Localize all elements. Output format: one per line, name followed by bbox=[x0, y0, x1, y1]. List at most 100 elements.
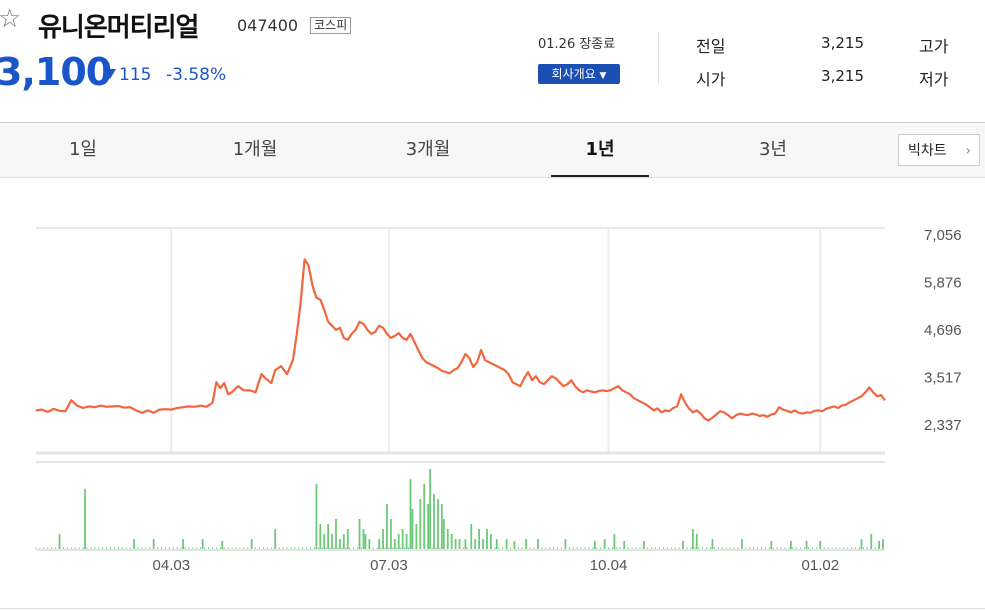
volume-bars bbox=[35, 469, 884, 549]
volume-bar-min bbox=[459, 547, 461, 549]
volume-bar-min bbox=[659, 547, 661, 549]
current-price: 3,100 bbox=[0, 50, 112, 94]
volume-bar-min bbox=[55, 547, 57, 549]
volume-bar bbox=[133, 539, 135, 549]
volume-bar-min bbox=[219, 547, 221, 549]
volume-bar-min bbox=[141, 547, 143, 549]
volume-bar bbox=[478, 529, 481, 549]
high-label: 고가 bbox=[919, 37, 949, 56]
tab-1month[interactable]: 1개월 bbox=[232, 139, 278, 160]
volume-bar-min bbox=[439, 547, 441, 549]
volume-bar-min bbox=[800, 547, 802, 549]
tab-1day[interactable]: 1일 bbox=[68, 139, 97, 160]
x-tick-label: 04.03 bbox=[153, 557, 191, 574]
volume-bar-min bbox=[447, 547, 449, 549]
volume-bar-min bbox=[43, 547, 45, 549]
y-tick-label: 3,517 bbox=[924, 369, 962, 386]
volume-bar-min bbox=[611, 547, 613, 549]
volume-bar-min bbox=[808, 547, 810, 549]
volume-bar-min bbox=[831, 547, 833, 549]
volume-bar-min bbox=[310, 547, 312, 549]
volume-bar-min bbox=[372, 547, 374, 549]
volume-bar-min bbox=[757, 547, 759, 549]
market-status: 01.26 장종료 bbox=[538, 37, 616, 52]
volume-bar bbox=[362, 529, 365, 549]
volume-bar-min bbox=[321, 547, 323, 549]
volume-bar-min bbox=[278, 547, 280, 549]
volume-bar-min bbox=[266, 547, 268, 549]
volume-bar-min bbox=[223, 547, 225, 549]
volume-bar-min bbox=[427, 547, 429, 549]
volume-bar-min bbox=[851, 547, 853, 549]
volume-bar-min bbox=[560, 547, 562, 549]
volume-bar-min bbox=[168, 547, 170, 549]
volume-bar-min bbox=[604, 547, 606, 549]
tab-3month[interactable]: 3개월 bbox=[405, 139, 451, 160]
volume-bar-min bbox=[239, 547, 241, 549]
volume-bar bbox=[274, 529, 277, 549]
volume-bar-min bbox=[788, 547, 790, 549]
volume-bar-min bbox=[227, 547, 229, 549]
volume-bar-min bbox=[113, 547, 115, 549]
volume-bar-min bbox=[545, 547, 547, 549]
volume-bar bbox=[505, 539, 508, 549]
volume-bar-min bbox=[670, 547, 672, 549]
open-value: 3,215 bbox=[821, 67, 864, 85]
volume-bar-min bbox=[388, 547, 390, 549]
volume-bar-min bbox=[153, 547, 155, 549]
bigchart-button[interactable]: 빅차트 › bbox=[898, 134, 980, 166]
volume-bar-min bbox=[333, 547, 335, 549]
volume-bar bbox=[358, 519, 361, 549]
volume-bar-min bbox=[208, 547, 210, 549]
change-value: 115 bbox=[119, 65, 152, 85]
volume-bar-min bbox=[706, 547, 708, 549]
volume-bar-min bbox=[635, 547, 637, 549]
volume-bar-min bbox=[90, 547, 92, 549]
volume-bar-min bbox=[290, 547, 292, 549]
volume-bar bbox=[691, 529, 694, 549]
volume-bar bbox=[368, 539, 371, 549]
volume-bar-min bbox=[70, 547, 72, 549]
volume-bar bbox=[405, 534, 408, 549]
volume-bar bbox=[454, 539, 457, 549]
favorite-star-icon[interactable]: ☆ bbox=[0, 4, 22, 34]
down-triangle-icon bbox=[104, 69, 116, 79]
volume-bar-min bbox=[627, 547, 629, 549]
volume-bar-min bbox=[35, 547, 37, 549]
prev-close-value: 3,215 bbox=[821, 34, 864, 52]
volume-bar-min bbox=[317, 547, 319, 549]
tab-3year[interactable]: 3년 bbox=[758, 139, 787, 160]
chart-bottom-border bbox=[0, 608, 985, 609]
volume-bar-min bbox=[866, 547, 868, 549]
volume-bar-min bbox=[682, 547, 684, 549]
volume-bar-min bbox=[196, 547, 198, 549]
volume-bar-min bbox=[451, 547, 453, 549]
price-line bbox=[35, 258, 886, 422]
volume-bar bbox=[250, 539, 253, 549]
volume-bar-min bbox=[306, 547, 308, 549]
volume-bar-min bbox=[180, 547, 182, 549]
volume-bar bbox=[446, 529, 449, 549]
volume-bar-min bbox=[462, 547, 464, 549]
volume-bar bbox=[489, 534, 492, 549]
prev-close-label: 전일 bbox=[696, 37, 726, 56]
volume-bar-min bbox=[298, 547, 300, 549]
volume-bar-min bbox=[651, 547, 653, 549]
tab-1year[interactable]: 1년 bbox=[551, 123, 649, 177]
volume-bar-min bbox=[396, 547, 398, 549]
header-divider bbox=[658, 32, 659, 84]
volume-bar bbox=[411, 509, 414, 549]
volume-bar-min bbox=[270, 547, 272, 549]
volume-bar bbox=[789, 541, 792, 549]
volume-bar-min bbox=[490, 547, 492, 549]
volume-bar bbox=[695, 534, 698, 549]
volume-bar-min bbox=[376, 547, 378, 549]
volume-bar-min bbox=[557, 547, 559, 549]
company-overview-label: 회사개요 bbox=[551, 67, 596, 81]
period-tab-bar: 1일 1개월 3개월 1년 3년 빅차트 › bbox=[0, 122, 985, 178]
volume-bar-min bbox=[415, 547, 417, 549]
volume-bar bbox=[319, 524, 322, 549]
volume-bar-min bbox=[157, 547, 159, 549]
volume-bar-min bbox=[160, 547, 162, 549]
company-overview-button[interactable]: 회사개요 ▼ bbox=[538, 64, 620, 84]
